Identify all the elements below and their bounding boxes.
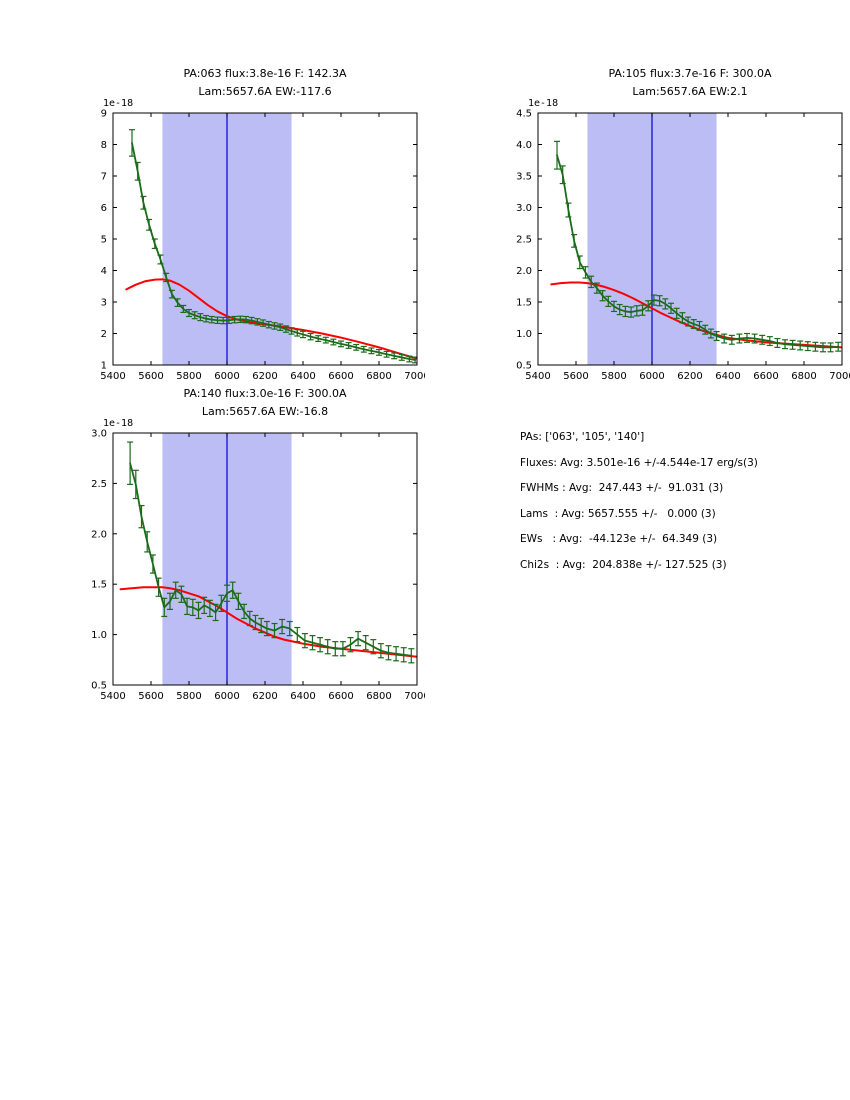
x-tick-label: 5400: [100, 691, 125, 702]
plot-subtitle: Lam:5657.6A EW:-16.8: [202, 405, 328, 418]
y-tick-label: 4: [101, 266, 107, 277]
axes-frame: [537, 112, 843, 366]
x-tick-label: 5400: [100, 371, 125, 382]
y-tick-label: 0.5: [91, 681, 107, 692]
y-tick-label: 4.5: [516, 109, 532, 120]
plot-svg-pa-105: PA:105 flux:3.7e-16 F: 300.0A Lam:5657.6A…: [516, 67, 850, 382]
x-tick-label: 6600: [328, 371, 353, 382]
y-tick-label: 1.0: [516, 329, 532, 340]
summary-line-fluxes: Fluxes: Avg: 3.501e-16 +/-4.544e-17 erg/…: [520, 456, 758, 469]
y-axis-exponent-label: 1e-18: [103, 418, 133, 429]
summary-line-lams: Lams : Avg: 5657.555 +/- 0.000 (3): [520, 507, 716, 520]
x-tick-label: 5400: [525, 371, 550, 382]
axes-frame: [112, 112, 418, 366]
x-tick-label: 6600: [753, 371, 778, 382]
plot-title: PA:140 flux:3.0e-16 F: 300.0A: [184, 387, 347, 400]
x-tick-label: 6400: [290, 371, 315, 382]
summary-text-block: PAs: ['063', '105', '140'] Fluxes: Avg: …: [520, 425, 840, 595]
y-tick-label: 2.5: [516, 235, 532, 246]
y-tick-label: 3.0: [91, 429, 107, 440]
y-tick-label: 8: [101, 140, 107, 151]
x-tick-label: 6200: [252, 371, 277, 382]
x-tick-label: 6000: [214, 371, 239, 382]
x-tick-label: 6000: [214, 691, 239, 702]
series-fit: [550, 281, 842, 349]
x-tick-label: 6600: [328, 691, 353, 702]
series-fit: [125, 278, 417, 360]
y-tick-label: 1.5: [516, 298, 532, 309]
x-tick-label: 5800: [176, 691, 201, 702]
plot-panel-pa-140: PA:140 flux:3.0e-16 F: 300.0A Lam:5657.6A…: [0, 375, 425, 705]
x-tick-label: 5800: [176, 371, 201, 382]
y-tick-label: 3: [101, 298, 107, 309]
x-tick-label: 5600: [138, 691, 163, 702]
series-spectrum: [556, 154, 840, 349]
x-tick-label: 5600: [563, 371, 588, 382]
y-tick-label: 6: [101, 203, 107, 214]
x-tick-label: 6000: [639, 371, 664, 382]
plot-panel-pa-105: PA:105 flux:3.7e-16 F: 300.0A Lam:5657.6A…: [425, 55, 850, 385]
y-tick-label: 3.0: [516, 203, 532, 214]
plot-svg-pa-063: PA:063 flux:3.8e-16 F: 142.3A Lam:5657.6A…: [100, 67, 425, 382]
x-tick-label: 5800: [601, 371, 626, 382]
summary-line-chi2s: Chi2s : Avg: 204.838e +/- 127.525 (3): [520, 558, 727, 571]
plot-svg-pa-140: PA:140 flux:3.0e-16 F: 300.0A Lam:5657.6A…: [91, 387, 425, 702]
series-spectrum: [131, 142, 416, 361]
y-tick-label: 4.0: [516, 140, 532, 151]
plot-subtitle: Lam:5657.6A EW:-117.6: [198, 85, 331, 98]
x-tick-label: 6400: [715, 371, 740, 382]
y-tick-label: 9: [101, 109, 107, 120]
x-tick-label: 6200: [252, 691, 277, 702]
y-tick-label: 2.0: [516, 266, 532, 277]
summary-line-pas: PAs: ['063', '105', '140']: [520, 431, 645, 443]
summary-line-fwhms: FWHMs : Avg: 247.443 +/- 91.031 (3): [520, 482, 724, 494]
plot-title: PA:063 flux:3.8e-16 F: 142.3A: [184, 67, 347, 80]
y-tick-label: 3.5: [516, 172, 532, 183]
axes-frame: [112, 432, 418, 686]
y-tick-label: 0.5: [516, 361, 532, 372]
y-axis-exponent-label: 1e-18: [103, 98, 133, 109]
x-tick-label: 5600: [138, 371, 163, 382]
y-tick-label: 5: [101, 235, 107, 246]
x-tick-label: 6200: [677, 371, 702, 382]
y-tick-label: 2: [101, 329, 107, 340]
y-tick-label: 1: [101, 361, 107, 372]
x-tick-label: 6800: [791, 371, 816, 382]
plot-title: PA:105 flux:3.7e-16 F: 300.0A: [609, 67, 772, 80]
y-tick-label: 1.0: [91, 630, 107, 641]
plot-panel-pa-063: PA:063 flux:3.8e-16 F: 142.3A Lam:5657.6A…: [0, 55, 425, 385]
x-tick-label: 6800: [366, 691, 391, 702]
series-spectrum: [129, 462, 413, 657]
x-tick-label: 6800: [366, 371, 391, 382]
x-tick-label: 6400: [290, 691, 315, 702]
y-axis-exponent-label: 1e-18: [528, 98, 558, 109]
y-tick-label: 2.5: [91, 479, 107, 490]
y-tick-label: 2.0: [91, 529, 107, 540]
plot-subtitle: Lam:5657.6A EW:2.1: [632, 85, 747, 98]
y-tick-label: 1.5: [91, 580, 107, 591]
summary-line-ews: EWs : Avg: -44.123e +/- 64.349 (3): [520, 533, 718, 545]
y-tick-label: 7: [101, 172, 107, 183]
